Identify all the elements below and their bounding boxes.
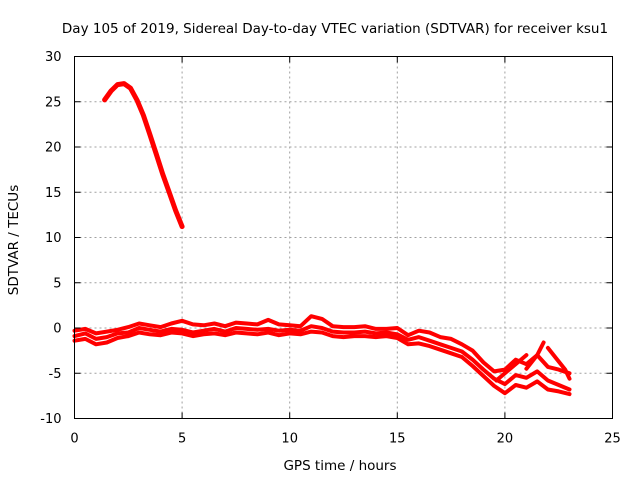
series-group xyxy=(72,81,572,397)
x-tick-label: 25 xyxy=(604,432,621,447)
series-line-late-rise-3 xyxy=(545,345,572,381)
chart-title: Day 105 of 2019, Sidereal Day-to-day VTE… xyxy=(62,21,608,37)
y-tick-label: -10 xyxy=(40,412,61,427)
y-tick-label: 30 xyxy=(45,50,62,65)
y-tick-label: 25 xyxy=(45,95,62,110)
y-tick-label: 20 xyxy=(45,141,62,156)
series-line-band-upper xyxy=(72,314,572,376)
x-tick-label: 20 xyxy=(497,432,514,447)
x-tick-label: 10 xyxy=(281,432,298,447)
y-tick-label: 0 xyxy=(53,322,61,337)
y-tick-label: -5 xyxy=(49,367,62,382)
axis-ticks: 0 5 10 15 20 25 -10 -5 0 5 10 15 20 25 30 xyxy=(40,50,621,447)
y-tick-label: 15 xyxy=(45,186,62,201)
x-tick-label: 5 xyxy=(178,432,186,447)
x-tick-label: 15 xyxy=(389,432,406,447)
series-line-late-rise-1 xyxy=(494,353,529,383)
series-line-early-arc xyxy=(102,81,185,230)
grid xyxy=(74,56,613,419)
y-axis-label: SDTVAR / TECUs xyxy=(6,185,22,295)
x-axis-label: GPS time / hours xyxy=(283,458,396,474)
series-line-band-middle xyxy=(72,324,572,392)
x-tick-label: 0 xyxy=(70,432,78,447)
y-tick-label: 5 xyxy=(53,276,61,291)
y-tick-label: 10 xyxy=(45,231,62,246)
series-line-band-lower xyxy=(72,329,572,397)
series-line-late-rise-2 xyxy=(524,340,546,371)
